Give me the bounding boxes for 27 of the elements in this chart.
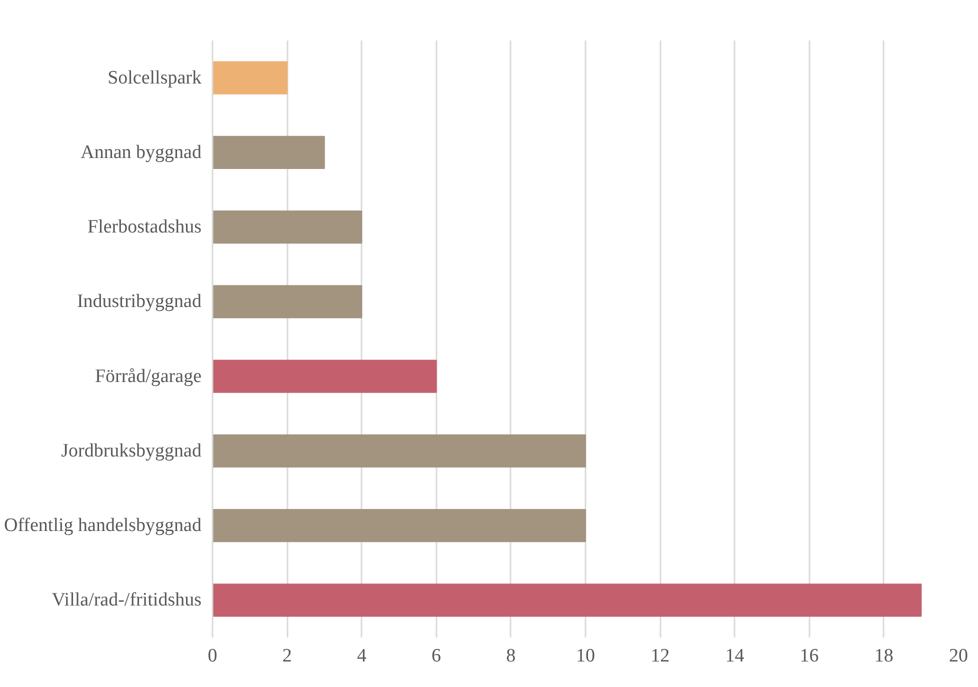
bar <box>212 136 325 169</box>
y-tick-label: Industribyggnad <box>76 291 202 312</box>
y-tick-label: Flerbostadshus <box>88 216 202 238</box>
bar <box>212 210 362 244</box>
y-tick-label: Annan byggnad <box>80 142 202 163</box>
x-tick-label: 14 <box>725 646 745 666</box>
bar <box>212 61 288 94</box>
y-tick-label: Jordbruksbyggnad <box>61 440 202 462</box>
bar <box>212 285 362 318</box>
x-tick-label: 18 <box>874 646 894 666</box>
x-tick-label: 2 <box>282 646 292 666</box>
x-tick-label: 6 <box>432 646 442 666</box>
x-tick-label: 4 <box>356 646 367 666</box>
y-tick-label: Villa/rad-/fritidshus <box>52 590 202 611</box>
x-tick-label: 20 <box>949 646 968 666</box>
y-tick-label: Offentlig handelsbyggnad <box>4 515 202 536</box>
y-tick-label: Solcellspark <box>108 67 202 88</box>
x-tick-label: 12 <box>650 646 670 666</box>
x-tick-label: 10 <box>576 646 595 666</box>
bar <box>212 434 586 468</box>
bar <box>212 360 437 393</box>
x-tick-label: 8 <box>506 646 516 666</box>
x-tick-label: 0 <box>208 646 218 666</box>
y-tick-label: Förråd/garage <box>94 366 202 387</box>
bar <box>212 584 922 617</box>
bar <box>212 509 586 542</box>
x-tick-label: 16 <box>800 646 819 666</box>
